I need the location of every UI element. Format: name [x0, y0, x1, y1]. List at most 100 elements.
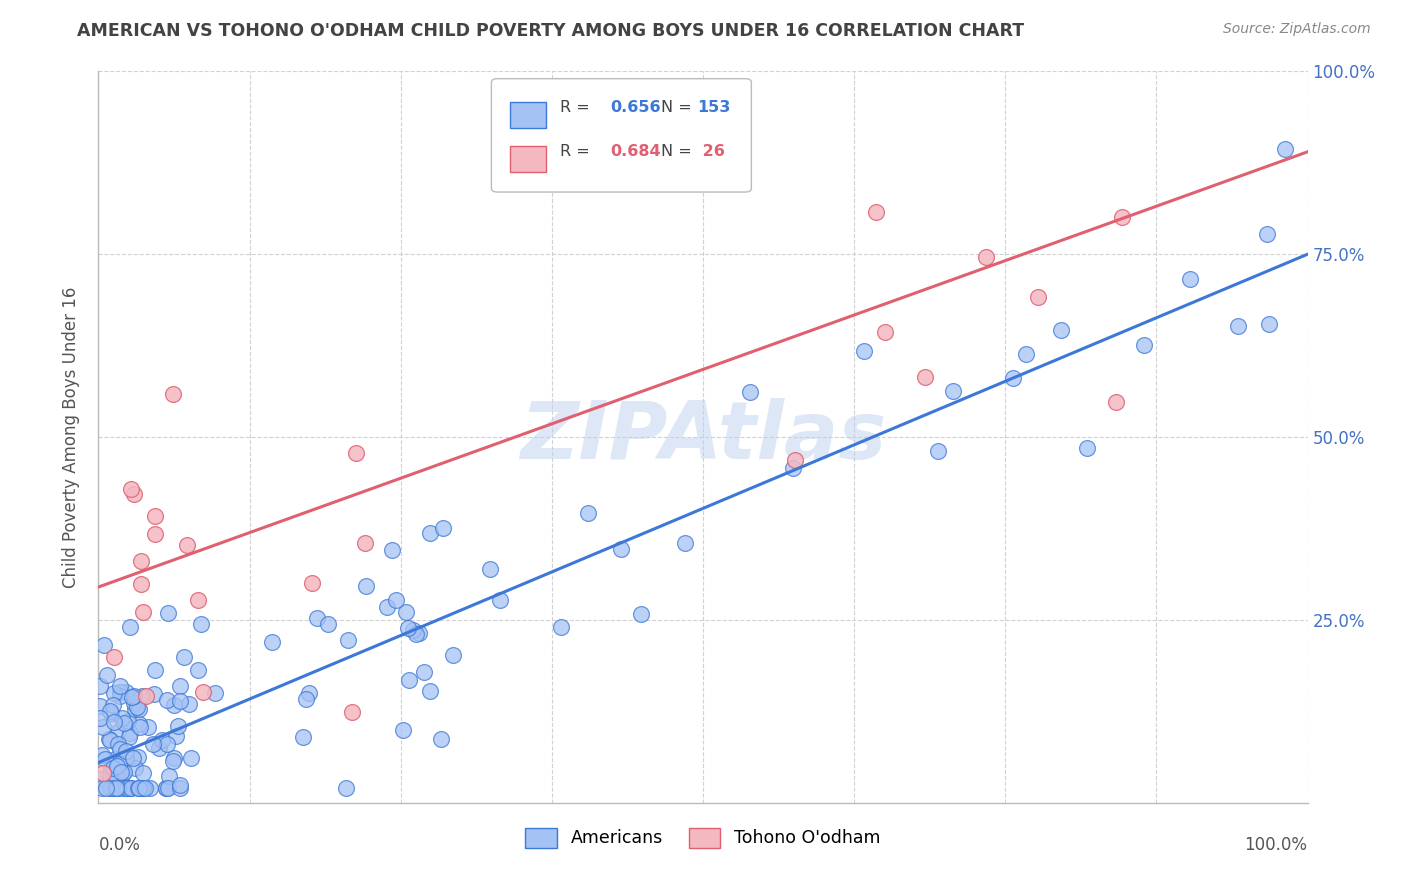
- FancyBboxPatch shape: [509, 146, 546, 172]
- Point: [630, 607, 652, 622]
- Point: [419, 684, 441, 698]
- Point: [295, 692, 318, 706]
- Point: [122, 487, 145, 501]
- Point: [100, 706, 122, 720]
- Point: [1133, 337, 1156, 351]
- Point: [96, 668, 118, 682]
- Point: [1258, 317, 1281, 331]
- Point: [180, 751, 202, 765]
- Point: [93, 638, 115, 652]
- Point: [117, 781, 139, 796]
- Point: [865, 205, 887, 219]
- Point: [120, 781, 142, 796]
- Point: [107, 770, 129, 784]
- Point: [121, 751, 143, 765]
- Point: [104, 781, 127, 796]
- Point: [115, 744, 138, 758]
- Point: [155, 781, 177, 796]
- Point: [89, 679, 111, 693]
- Point: [134, 781, 156, 796]
- Point: [97, 732, 120, 747]
- Point: [103, 650, 125, 665]
- Point: [673, 535, 696, 549]
- Point: [318, 617, 340, 632]
- Point: [353, 536, 375, 550]
- Point: [108, 741, 131, 756]
- Point: [115, 685, 138, 699]
- Point: [193, 685, 215, 699]
- Point: [98, 769, 121, 783]
- FancyBboxPatch shape: [509, 103, 546, 128]
- Point: [610, 541, 633, 556]
- Point: [1015, 346, 1038, 360]
- Point: [103, 714, 125, 729]
- Point: [148, 740, 170, 755]
- Point: [107, 756, 129, 771]
- Point: [124, 761, 146, 775]
- Point: [112, 764, 135, 779]
- Point: [173, 649, 195, 664]
- Text: ZIPAtlas: ZIPAtlas: [520, 398, 886, 476]
- Point: [132, 781, 155, 796]
- Point: [169, 694, 191, 708]
- Point: [156, 737, 179, 751]
- Point: [100, 761, 122, 775]
- Point: [103, 767, 125, 781]
- Point: [143, 687, 166, 701]
- Point: [441, 648, 464, 663]
- Point: [914, 370, 936, 384]
- Legend: Americans, Tohono O'odham: Americans, Tohono O'odham: [517, 819, 889, 856]
- Point: [156, 781, 179, 796]
- Point: [110, 764, 132, 779]
- Point: [110, 689, 132, 703]
- Point: [120, 781, 142, 796]
- Point: [550, 620, 572, 634]
- Point: [121, 690, 143, 704]
- Point: [128, 702, 150, 716]
- Text: 0.684: 0.684: [610, 145, 661, 160]
- Point: [163, 750, 186, 764]
- Point: [120, 620, 142, 634]
- Point: [157, 607, 180, 621]
- Point: [204, 685, 226, 699]
- Point: [162, 754, 184, 768]
- Point: [104, 752, 127, 766]
- Point: [307, 611, 329, 625]
- Point: [136, 720, 159, 734]
- Point: [301, 576, 323, 591]
- Point: [156, 693, 179, 707]
- Point: [122, 697, 145, 711]
- Point: [107, 737, 129, 751]
- Point: [107, 781, 129, 796]
- Point: [132, 605, 155, 619]
- FancyBboxPatch shape: [492, 78, 751, 192]
- Point: [479, 562, 502, 576]
- Point: [432, 521, 454, 535]
- Point: [1227, 319, 1250, 334]
- Point: [942, 384, 965, 398]
- Point: [1076, 441, 1098, 455]
- Point: [114, 751, 136, 765]
- Text: 153: 153: [697, 101, 730, 115]
- Point: [128, 717, 150, 731]
- Point: [576, 506, 599, 520]
- Point: [1178, 271, 1201, 285]
- Point: [91, 720, 114, 734]
- Point: [262, 634, 284, 648]
- Text: AMERICAN VS TOHONO O'ODHAM CHILD POVERTY AMONG BOYS UNDER 16 CORRELATION CHART: AMERICAN VS TOHONO O'ODHAM CHILD POVERTY…: [77, 22, 1025, 40]
- Point: [157, 769, 180, 783]
- Point: [1256, 227, 1278, 241]
- Point: [128, 720, 150, 734]
- Point: [169, 781, 191, 796]
- Point: [111, 781, 134, 796]
- Point: [91, 747, 114, 762]
- Point: [89, 711, 111, 725]
- Point: [103, 686, 125, 700]
- Point: [128, 781, 150, 796]
- Point: [1274, 142, 1296, 156]
- Point: [90, 772, 112, 786]
- Point: [190, 617, 212, 632]
- Point: [340, 705, 363, 719]
- Point: [1028, 290, 1050, 304]
- Point: [162, 386, 184, 401]
